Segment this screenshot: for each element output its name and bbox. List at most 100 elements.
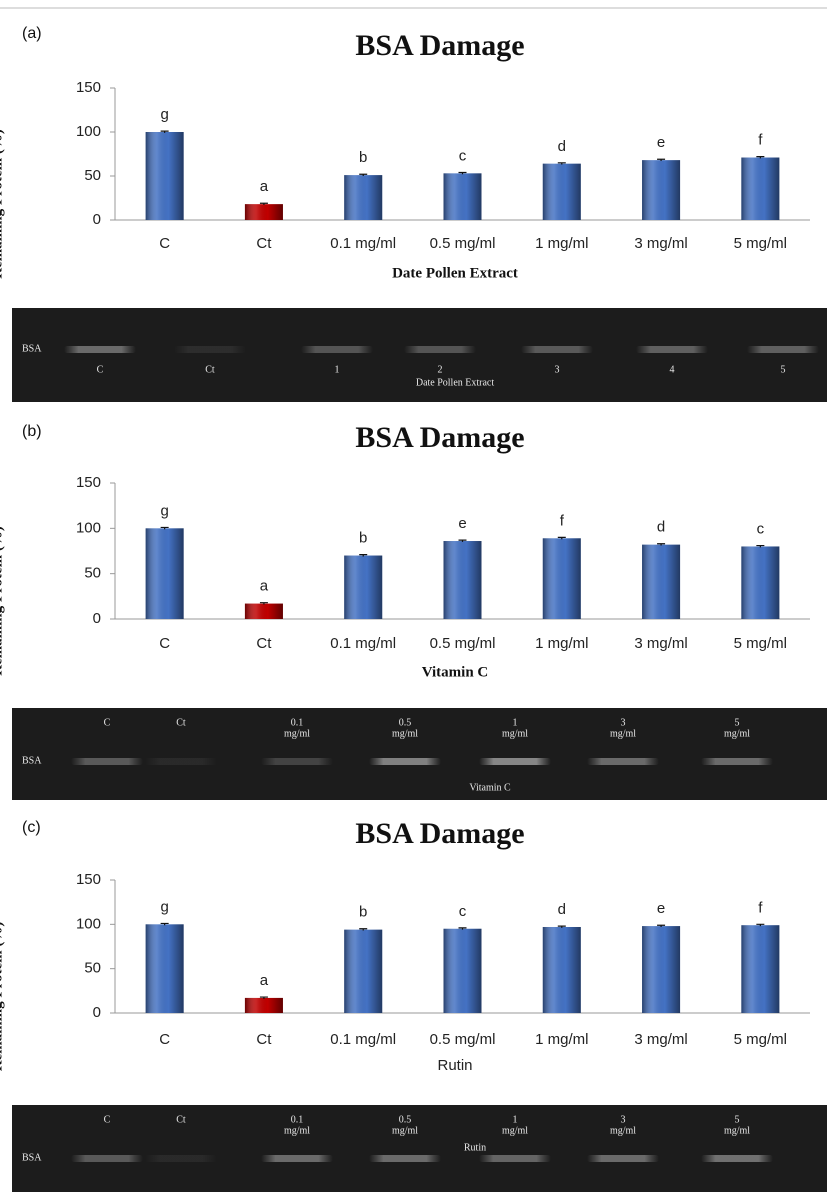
bar-shade (642, 160, 680, 220)
gel-lane-label: 5 (735, 717, 740, 728)
gel-caption: Date Pollen Extract (416, 377, 495, 388)
gel-lane-label: 3 (621, 1114, 626, 1125)
panel-label: (b) (22, 423, 42, 440)
significance-letter: g (160, 898, 168, 915)
bar-shade (245, 204, 283, 220)
gel-band (261, 758, 333, 765)
gel-lane-label: Ct (176, 717, 186, 728)
x-tick-label: 1 mg/ml (535, 635, 588, 652)
significance-letter: c (757, 521, 765, 538)
gel-lane-label: Ct (176, 1114, 186, 1125)
gel-marker: BSA (22, 1152, 42, 1163)
x-tick-label: 3 mg/ml (634, 235, 687, 252)
gel-lane-label: 5 (735, 1114, 740, 1125)
gel-lane-label: mg/ml (610, 728, 636, 739)
significance-letter: b (359, 530, 367, 547)
significance-letter: a (260, 578, 269, 595)
x-tick-label: Ct (256, 235, 272, 252)
gel-lane-label: 1 (513, 717, 518, 728)
y-tick-label: 50 (84, 565, 101, 582)
gel-band (71, 1155, 143, 1162)
bar-shade (146, 924, 184, 1013)
bar-shade (642, 545, 680, 619)
bar-shade (344, 556, 382, 619)
gel-band (521, 346, 593, 353)
gel-band (145, 758, 217, 765)
gel-marker: BSA (22, 755, 42, 766)
bar-shade (146, 132, 184, 220)
significance-letter: f (758, 899, 763, 916)
y-tick-label: 150 (76, 79, 101, 96)
significance-letter: a (260, 178, 269, 195)
gel-lane-label: 0.1 (291, 1114, 304, 1125)
x-axis-title: Vitamin C (422, 664, 489, 680)
y-tick-label: 50 (84, 167, 101, 184)
gel-lane-label: mg/ml (610, 1125, 636, 1136)
x-tick-label: 3 mg/ml (634, 635, 687, 652)
panel-label: (a) (22, 25, 42, 42)
x-tick-label: 0.1 mg/ml (330, 635, 396, 652)
gel-lane-label: mg/ml (724, 1125, 750, 1136)
gel-band (479, 1155, 551, 1162)
gel-band (636, 346, 708, 353)
significance-letter: b (359, 149, 367, 166)
bar-shade (245, 604, 283, 619)
gel-lane-label: 4 (670, 364, 675, 375)
x-axis-title: Date Pollen Extract (392, 265, 518, 281)
y-tick-label: 0 (93, 211, 101, 228)
x-tick-label: 5 mg/ml (734, 1031, 787, 1048)
gel-lane-label: 3 (555, 364, 560, 375)
gel-lane-label: mg/ml (284, 1125, 310, 1136)
gel-band (369, 758, 441, 765)
gel-lane-label: mg/ml (284, 728, 310, 739)
gel-lane-label: mg/ml (392, 728, 418, 739)
x-tick-label: C (159, 235, 170, 252)
x-tick-label: 0.5 mg/ml (430, 1031, 496, 1048)
gel-lane-label: mg/ml (502, 728, 528, 739)
bar-shade (741, 158, 779, 220)
gel-band (369, 1155, 441, 1162)
y-tick-label: 0 (93, 610, 101, 627)
bar-shade (245, 998, 283, 1013)
bar-shade (741, 925, 779, 1013)
significance-letter: a (260, 972, 269, 989)
bar-shade (146, 528, 184, 619)
gel-lane-label: 0.5 (399, 717, 412, 728)
significance-letter: g (160, 106, 168, 123)
x-tick-label: 0.5 mg/ml (430, 635, 496, 652)
panel-label: (c) (22, 819, 41, 836)
y-axis-title: Remaining Protein (%) (0, 129, 5, 279)
gel-lane-label: C (104, 717, 111, 728)
gel-marker: BSA (22, 343, 42, 354)
significance-letter: g (160, 502, 168, 519)
gel-band (404, 346, 476, 353)
significance-letter: c (459, 903, 467, 920)
gel-band (145, 1155, 217, 1162)
x-tick-label: C (159, 1031, 170, 1048)
significance-letter: b (359, 904, 367, 921)
x-tick-label: 0.1 mg/ml (330, 1031, 396, 1048)
x-tick-label: 3 mg/ml (634, 1031, 687, 1048)
x-tick-label: 5 mg/ml (734, 235, 787, 252)
bar-shade (444, 929, 482, 1013)
significance-letter: e (657, 134, 665, 151)
x-tick-label: 1 mg/ml (535, 1031, 588, 1048)
bar-shade (642, 926, 680, 1013)
y-tick-label: 0 (93, 1004, 101, 1021)
gel-lane-label: C (97, 364, 104, 375)
y-tick-label: 150 (76, 871, 101, 888)
bar-shade (741, 546, 779, 619)
significance-letter: f (560, 512, 565, 529)
bar-shade (344, 175, 382, 220)
bar-shade (543, 164, 581, 220)
gel-caption: Rutin (464, 1142, 486, 1153)
significance-letter: d (558, 901, 566, 918)
gel-lane-label: 0.5 (399, 1114, 412, 1125)
gel-band (71, 758, 143, 765)
gel-band (587, 1155, 659, 1162)
x-tick-label: C (159, 635, 170, 652)
gel-band (747, 346, 819, 353)
significance-letter: c (459, 147, 467, 164)
gel-lane-label: 1 (335, 364, 340, 375)
gel-band (701, 1155, 773, 1162)
